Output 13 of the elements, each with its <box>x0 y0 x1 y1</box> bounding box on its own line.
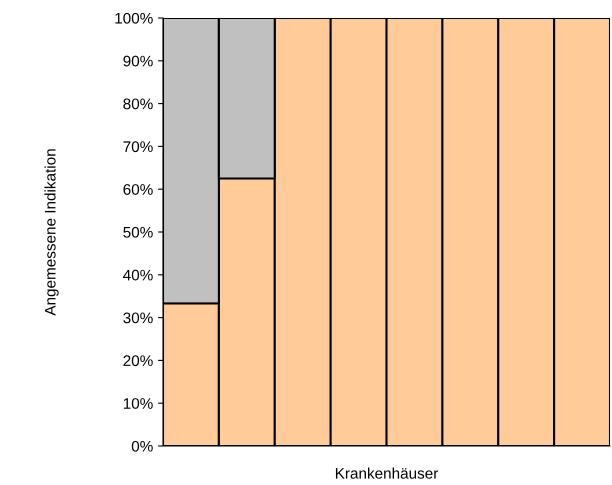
y-tick-label: 100% <box>115 12 153 24</box>
y-axis-title: Angemessene Indikation <box>44 149 59 316</box>
x-axis-title: Krankenhäuser <box>336 468 438 479</box>
y-tick-label: 40% <box>123 270 153 280</box>
y-tick-label: 60% <box>123 184 153 195</box>
y-tick-label: 50% <box>123 226 153 238</box>
y-tick-label: 90% <box>123 56 153 66</box>
y-tick-label: 70% <box>123 141 153 152</box>
y-tick-label: 20% <box>123 355 153 366</box>
y-tick-label: 0% <box>132 440 153 452</box>
y-tick-label: 80% <box>123 98 153 110</box>
y-tick-label: 10% <box>124 398 153 409</box>
y-tick-label: 30% <box>123 312 153 324</box>
